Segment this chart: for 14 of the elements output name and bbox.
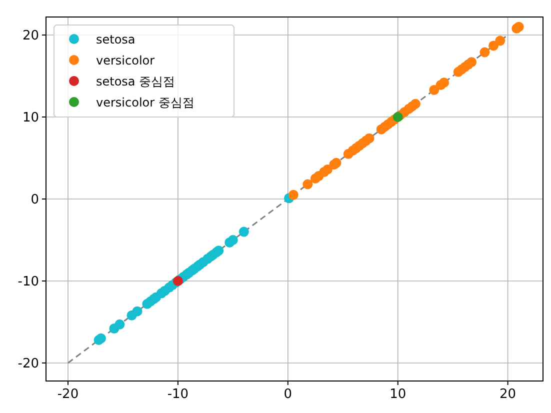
x-tick-label: -10: [167, 387, 189, 402]
y-tick-label: -10: [18, 274, 39, 290]
y-tick-label: 10: [22, 110, 39, 126]
legend-label: versicolor 중심점: [96, 96, 194, 110]
y-tick-label: 0: [30, 192, 39, 208]
y-tick-label: -20: [18, 356, 39, 372]
legend-label: setosa 중심점: [96, 74, 176, 88]
x-tick-label: 10: [390, 387, 406, 402]
x-tick-label: -20: [57, 387, 79, 402]
x-tick-label: 0: [284, 387, 292, 402]
y-tick-label: 20: [22, 28, 39, 44]
x-tick-label: 20: [500, 387, 516, 402]
legend-label: setosa: [96, 32, 136, 46]
legend-label: versicolor: [96, 54, 155, 68]
